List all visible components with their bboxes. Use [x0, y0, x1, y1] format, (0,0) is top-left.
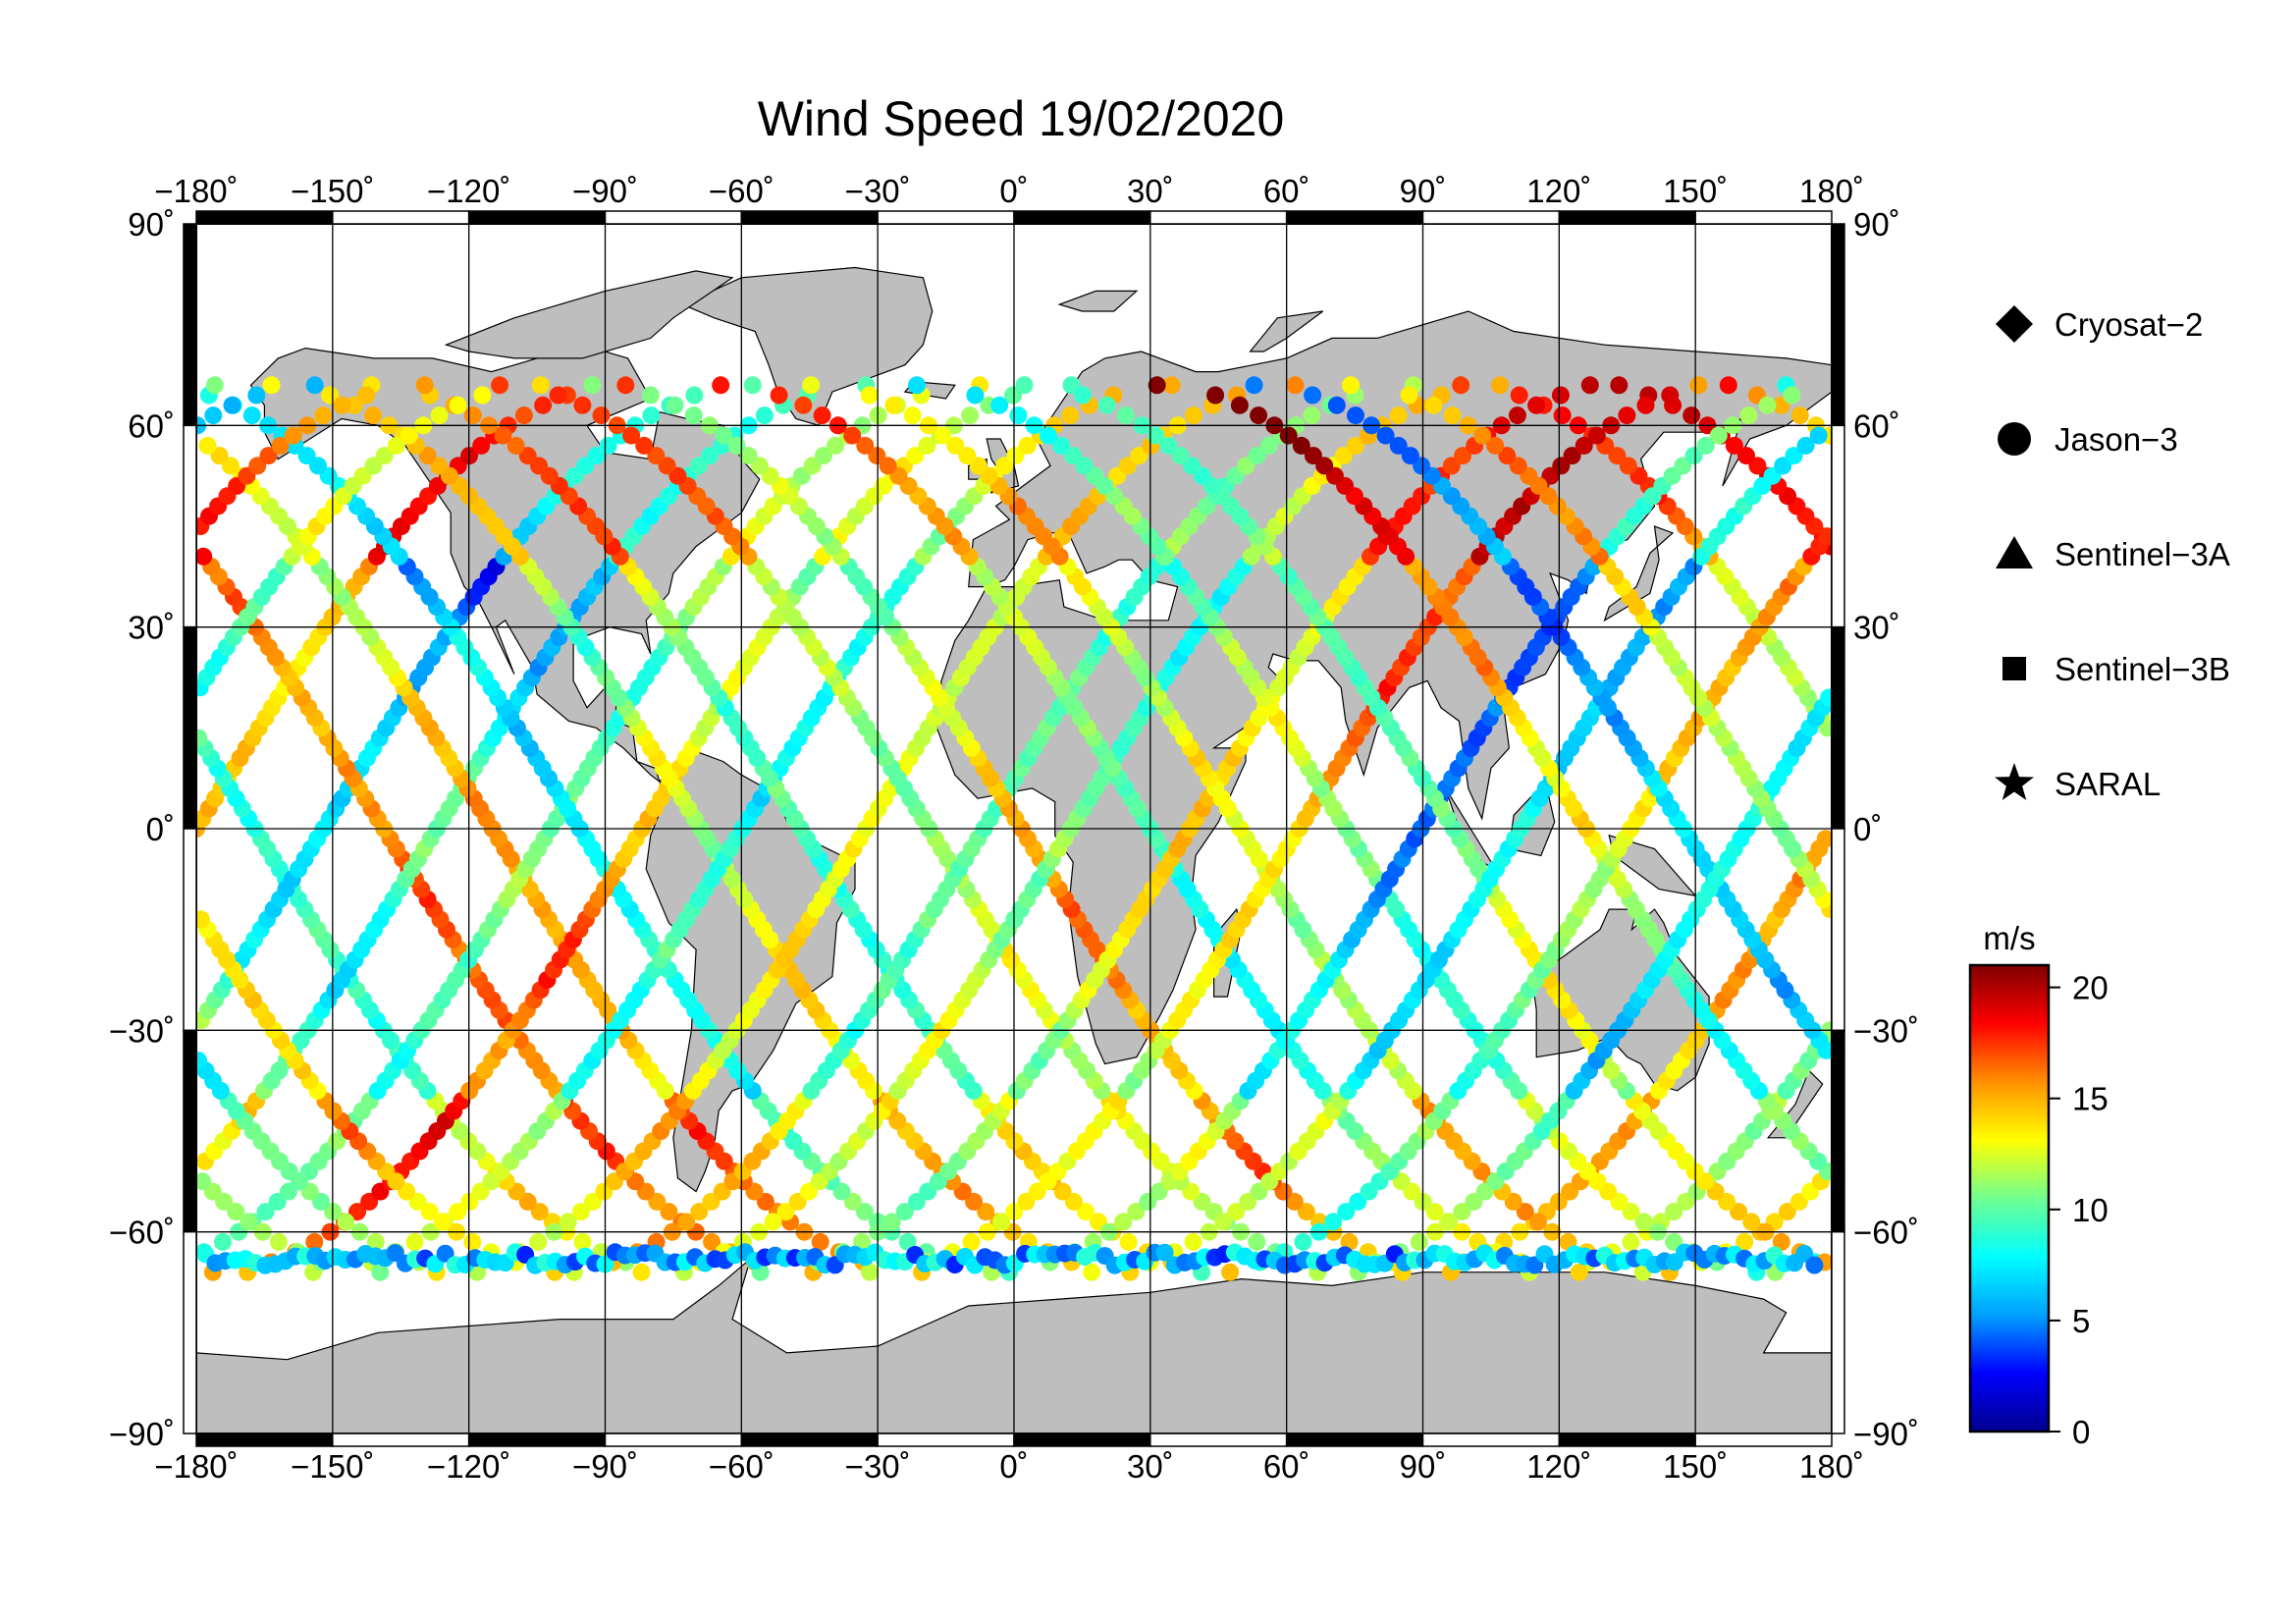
latitude-tick-label-right: −60˚ [1853, 1215, 1919, 1251]
longitude-tick-label-bottom: −30˚ [845, 1448, 911, 1485]
latitude-tick-label-left: 90˚ [128, 206, 175, 243]
longitude-tick-label-bottom: 90˚ [1400, 1448, 1447, 1485]
latitude-tick-label-right: −30˚ [1853, 1012, 1919, 1049]
diamond-legend-icon [1996, 305, 2033, 343]
longitude-tick-label-top: 90˚ [1400, 173, 1447, 209]
greenland-land [680, 266, 934, 427]
latitude-tick-label-right: 0˚ [1853, 811, 1882, 847]
circle-legend-icon [1998, 422, 2031, 456]
legend-label: Sentinel−3B [2055, 651, 2230, 687]
longitude-tick-label-top: −120˚ [427, 173, 510, 209]
triangle-legend-icon [1996, 536, 2033, 568]
longitude-tick-label-bottom: −120˚ [427, 1448, 510, 1485]
square-legend-icon [2002, 657, 2026, 680]
latitude-tick-label-right: 60˚ [1853, 407, 1900, 444]
longitude-tick-label-top: −180˚ [154, 173, 238, 209]
latitude-tick-label-right: 90˚ [1853, 206, 1900, 243]
latitude-tick-label-left: −30˚ [109, 1012, 175, 1049]
legend-label: Sentinel−3A [2055, 536, 2230, 572]
latitude-tick-label-left: 60˚ [128, 407, 175, 444]
japan-land [1603, 525, 1675, 622]
longitude-tick-label-bottom: −150˚ [291, 1448, 374, 1485]
legend-label: SARAL [2055, 766, 2161, 802]
longitude-tick-label-bottom: 0˚ [999, 1448, 1028, 1485]
longitude-tick-label-top: 180˚ [1799, 173, 1864, 209]
legend-label: Jason−3 [2055, 421, 2178, 458]
longitude-tick-label-top: −60˚ [709, 173, 774, 209]
longitude-tick-label-bottom: 60˚ [1263, 1448, 1310, 1485]
longitude-tick-label-top: 0˚ [999, 173, 1028, 209]
longitude-tick-label-bottom: 30˚ [1127, 1448, 1174, 1485]
colorbar-tick-label: 20 [2072, 970, 2109, 1006]
longitude-tick-label-top: −90˚ [572, 173, 638, 209]
longitude-tick-label-bottom: 120˚ [1526, 1448, 1591, 1485]
colorbar-tick-label: 15 [2072, 1081, 2109, 1117]
colorbar-tick-label: 5 [2072, 1303, 2090, 1339]
latitude-tick-label-right: 30˚ [1853, 610, 1900, 646]
longitude-tick-label-bottom: −90˚ [572, 1448, 638, 1485]
longitude-tick-label-top: 120˚ [1526, 173, 1591, 209]
latitude-tick-label-left: 0˚ [146, 811, 175, 847]
latitude-tick-label-left: 30˚ [128, 610, 175, 646]
star-legend-icon [1995, 763, 2034, 800]
latitude-tick-label-right: −90˚ [1853, 1416, 1919, 1452]
longitude-tick-label-top: 60˚ [1263, 173, 1310, 209]
latitude-tick-label-left: −90˚ [109, 1416, 175, 1452]
latitude-tick-label-left: −60˚ [109, 1215, 175, 1251]
colorbar-tick-label: 0 [2072, 1414, 2090, 1450]
colorbar [1968, 963, 2051, 1434]
longitude-tick-label-top: −150˚ [291, 173, 374, 209]
longitude-tick-label-bottom: −180˚ [154, 1448, 238, 1485]
longitude-tick-label-bottom: 150˚ [1663, 1448, 1728, 1485]
longitude-tick-label-top: 150˚ [1663, 173, 1728, 209]
longitude-tick-label-top: 30˚ [1127, 173, 1174, 209]
canadian-arctic-land [444, 270, 734, 359]
longitude-tick-label-bottom: −60˚ [709, 1448, 774, 1485]
legend-label: Cryosat−2 [2055, 306, 2203, 343]
map-title: Wind Speed 19/02/2020 [757, 91, 1285, 146]
colorbar-unit-label: m/s [1983, 920, 2035, 956]
longitude-tick-label-top: −30˚ [845, 173, 911, 209]
colorbar-tick-label: 10 [2072, 1192, 2109, 1228]
svalbard-land [1057, 290, 1139, 312]
longitude-tick-label-bottom: 180˚ [1799, 1448, 1864, 1485]
